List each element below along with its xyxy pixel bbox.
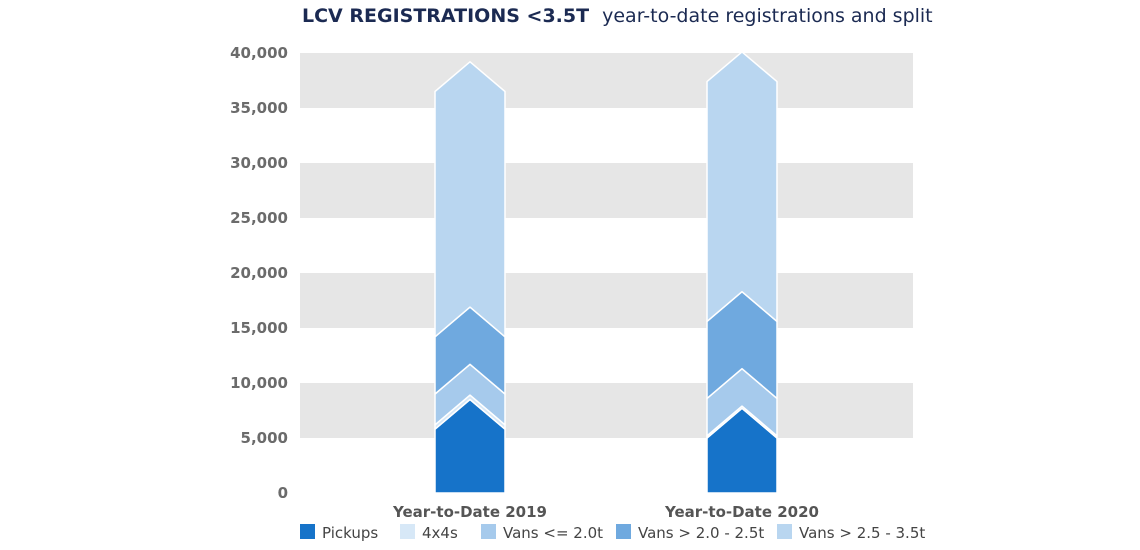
grid-band bbox=[300, 383, 913, 438]
x-category-label: Year-to-Date 2019 bbox=[392, 503, 547, 521]
x-category-label: Year-to-Date 2020 bbox=[664, 503, 819, 521]
y-tick-label: 20,000 bbox=[230, 264, 288, 282]
x-axis: Year-to-Date 2019 Year-to-Date 2020 bbox=[392, 503, 819, 521]
legend-swatch bbox=[777, 524, 792, 539]
y-tick-label: 15,000 bbox=[230, 319, 288, 337]
y-tick-label: 40,000 bbox=[230, 44, 288, 62]
grid-band bbox=[300, 53, 913, 108]
legend-swatch bbox=[300, 524, 315, 539]
chart-title: LCV REGISTRATIONS <3.5T year-to-date reg… bbox=[302, 5, 933, 27]
legend-label: Pickups bbox=[322, 524, 378, 542]
y-tick-label: 0 bbox=[278, 484, 288, 502]
y-tick-label: 10,000 bbox=[230, 374, 288, 392]
grid-band bbox=[300, 273, 913, 328]
legend-label: Vans > 2.0 - 2.5t bbox=[638, 524, 764, 542]
legend-label: 4x4s bbox=[422, 524, 458, 542]
y-tick-label: 25,000 bbox=[230, 209, 288, 227]
bar-segment bbox=[434, 61, 506, 338]
y-tick-label: 35,000 bbox=[230, 99, 288, 117]
legend: Pickups 4x4s Vans <= 2.0t Vans > 2.0 - 2.5t… bbox=[300, 524, 925, 542]
chart-title-bold: LCV REGISTRATIONS <3.5T bbox=[302, 5, 589, 27]
legend-swatch bbox=[400, 524, 415, 539]
bars bbox=[434, 51, 778, 494]
legend-label: Vans > 2.5 - 3.5t bbox=[799, 524, 925, 542]
grid-bands bbox=[300, 53, 913, 438]
legend-swatch bbox=[616, 524, 631, 539]
grid-band bbox=[300, 163, 913, 218]
y-tick-label: 30,000 bbox=[230, 154, 288, 172]
chart-title-rest: year-to-date registrations and split bbox=[602, 5, 933, 27]
y-tick-label: 5,000 bbox=[241, 429, 288, 447]
legend-swatch bbox=[481, 524, 496, 539]
y-axis: 40,000 35,000 30,000 25,000 20,000 15,000 10,0… bbox=[230, 44, 288, 502]
legend-label: Vans <= 2.0t bbox=[503, 524, 603, 542]
bar-segment bbox=[706, 51, 778, 323]
